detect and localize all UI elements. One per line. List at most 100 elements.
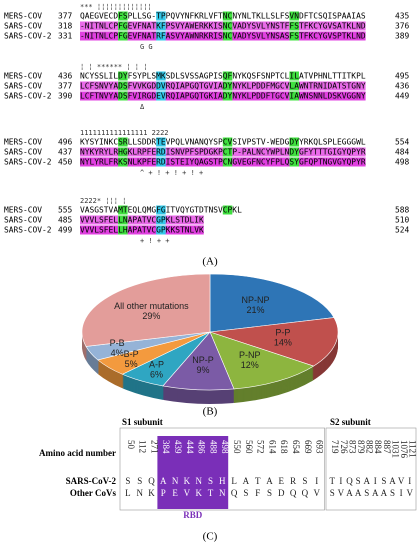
seq-end: 524 (395, 226, 410, 235)
amino-acid-number: 444 (185, 440, 195, 454)
pie-slice (209, 273, 335, 333)
slice-label: All other mutations (114, 301, 189, 311)
seq-name: SARS-COV (4, 216, 42, 225)
seq-end: 495 (395, 72, 410, 81)
value-label: 9% (197, 365, 210, 375)
seq-name: SARS-COV-2 (4, 32, 52, 41)
sequence: VASGSTVAMTEQLQMGFGITVQYGTDTNSVCPKL (80, 206, 242, 215)
slice-label: B-P (124, 349, 139, 359)
amino-acid-number: 112 (138, 440, 148, 453)
residue: A (355, 488, 362, 498)
panel-label: (A) (202, 256, 218, 268)
annotation: G G (140, 43, 153, 51)
seq-start: 377 (58, 12, 73, 21)
highlight (222, 81, 233, 91)
sequence: NYLYRLFRKSNLKPFERDISTEIYQAGSTPCNGVEGFNCY… (80, 158, 366, 167)
sequence: QAEGVECDFSPLLSG-TPPQVYNFKRLVFTNCNYNLTKLL… (80, 12, 366, 21)
highlight (289, 91, 299, 101)
seq-name: SARS-COV (4, 82, 42, 91)
seq-end: 510 (395, 216, 410, 225)
seq-end: 588 (395, 206, 410, 215)
value-label: 4% (111, 348, 124, 358)
residue: N (172, 476, 179, 486)
row-label: Amino acid number (39, 448, 116, 458)
seq-end: 436 (395, 82, 410, 91)
residue: K (184, 476, 191, 486)
residue: S (364, 488, 369, 498)
residue: A (160, 476, 167, 486)
value-label: 5% (125, 359, 138, 369)
highlight (156, 21, 166, 31)
annotation: 2222* ¦¦¦ ¦ (80, 197, 126, 205)
seq-start: 499 (58, 226, 73, 235)
row-label: Other CoVs (70, 488, 117, 498)
highlight (156, 137, 166, 147)
residue: S (125, 476, 130, 486)
seq-name: MERS-COV (4, 138, 42, 147)
highlight (118, 81, 128, 91)
residue: S (137, 476, 142, 486)
highlight (289, 71, 299, 81)
residue: S (243, 488, 248, 498)
highlight (289, 11, 299, 21)
amino-acid-number: 560 (244, 440, 254, 454)
amino-acid-number: 1076 (399, 440, 409, 459)
residue: A (389, 476, 396, 486)
seq-name: SARS-COV-2 (4, 226, 52, 235)
amino-acid-number: 719 (330, 440, 340, 454)
slice-label: NP-NP (241, 295, 269, 305)
seq-start: 436 (58, 72, 73, 81)
seq-name: SARS-COV-2 (4, 158, 52, 167)
value-label: 6% (150, 370, 163, 380)
highlight (118, 91, 128, 101)
residue: Q (231, 488, 238, 498)
residue: E (279, 476, 285, 486)
residue: A (381, 488, 388, 498)
annotation: *** ¦¦¦¦¦¦¦¦¦¦¦¦¦ (80, 3, 152, 11)
amino-acid-number: 50 (126, 440, 136, 450)
sequence: LCFTNVYADSFVIRGDEVRQIAPGQTGKIADYNYKLPDDF… (80, 92, 366, 101)
residue: S (330, 488, 335, 498)
seq-start: 318 (58, 22, 73, 31)
seq-end: 554 (395, 138, 410, 147)
panel-label: (B) (203, 406, 218, 418)
highlight (289, 147, 299, 157)
residue: I (315, 476, 318, 486)
highlight (118, 137, 128, 147)
residue: I (408, 476, 411, 486)
seq-start: 450 (58, 158, 73, 167)
residue: L (231, 476, 237, 486)
sequence: KYSYINKCSRLLSDDRTEVPQLVNANQYSPCVSIVPSTV-… (80, 138, 366, 147)
residue: N (195, 476, 202, 486)
amino-acid-number: 887 (382, 440, 392, 454)
seq-start: 331 (58, 32, 73, 41)
residue: V (406, 488, 413, 498)
seq-name: SARS-COV (4, 148, 42, 157)
residue: I (339, 476, 342, 486)
sequence: -NITNLCPFGEVFNATKFPSVYAWERKKISNCVADYSVLY… (80, 22, 366, 31)
amino-acid-number: 572 (256, 440, 266, 454)
highlight (156, 205, 166, 215)
residue: I (374, 476, 377, 486)
panel-label: (C) (203, 531, 218, 543)
row-label: SARS-CoV-2 (66, 476, 117, 486)
highlight (222, 205, 233, 215)
amino-acid-number: 882 (365, 440, 375, 454)
residue: Q (302, 488, 309, 498)
highlight (222, 31, 233, 41)
table-box (325, 427, 417, 511)
residue: Q (346, 476, 353, 486)
highlight (156, 11, 166, 21)
seq-end: 498 (395, 158, 410, 167)
seq-end: 435 (395, 12, 410, 21)
residue: A (346, 488, 353, 498)
amino-acid-number: 439 (173, 440, 183, 454)
highlight (222, 157, 233, 167)
amino-acid-number: 884 (373, 440, 383, 454)
residue: V (184, 488, 191, 498)
value-label: 21% (246, 305, 264, 315)
slice-label: P-P (275, 328, 290, 338)
residue: T (208, 488, 214, 498)
amino-acid-number: 879 (356, 440, 366, 454)
annotation: Δ (140, 103, 145, 111)
